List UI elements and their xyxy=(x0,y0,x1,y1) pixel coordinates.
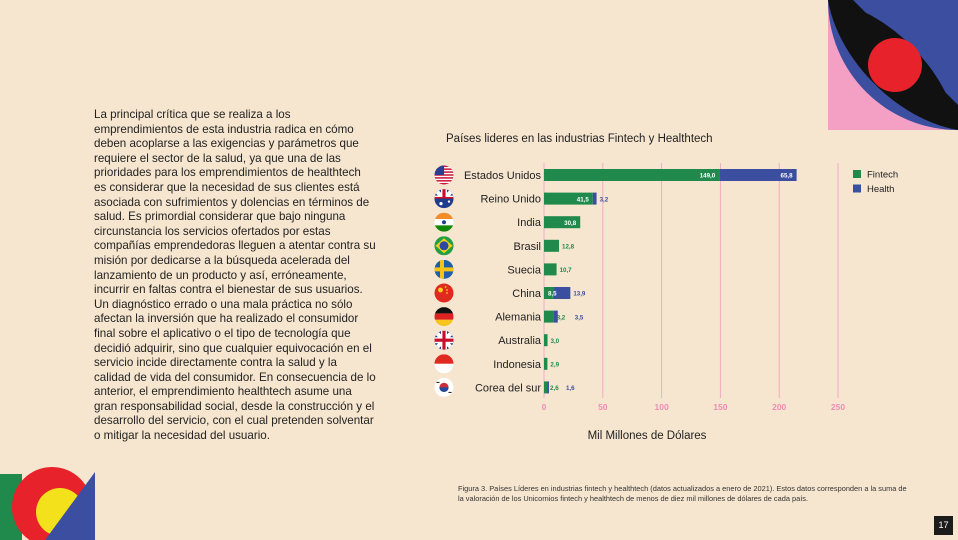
usa-flag-icon xyxy=(434,165,454,185)
figure-caption: Figura 3. Países Líderes en industrias f… xyxy=(458,484,907,503)
chart-title: Países lideres en las industrias Fintech… xyxy=(446,133,713,145)
fintech-data-label: 41,5 xyxy=(577,196,590,203)
fintech-bar xyxy=(544,381,548,394)
category-label: Alemania xyxy=(495,312,542,324)
category-label: Estados Unidos xyxy=(464,170,542,182)
x-tick-label: 100 xyxy=(655,402,669,412)
fintech-data-label: 2,9 xyxy=(550,362,559,369)
uk-flag-icon xyxy=(434,330,454,350)
brazil-flag-icon xyxy=(434,236,454,256)
india-flag-icon xyxy=(434,212,454,232)
category-label: Indonesia xyxy=(493,359,542,371)
x-tick-label: 200 xyxy=(772,402,786,412)
china-flag-icon xyxy=(434,283,454,303)
fintech-data-label: 2,6 xyxy=(550,385,559,392)
health-bar xyxy=(592,192,597,205)
fintech-data-label: 10,7 xyxy=(560,267,573,274)
legend-label: Health xyxy=(867,184,894,195)
category-label: Australia xyxy=(498,335,542,347)
category-label: China xyxy=(512,288,542,300)
category-label: Corea del sur xyxy=(475,382,541,394)
category-label: India xyxy=(517,217,542,229)
fintech-data-label: 149,0 xyxy=(700,173,716,180)
page-number: 17 xyxy=(934,516,953,535)
x-tick-label: 0 xyxy=(542,402,547,412)
fintech-data-label: 8,2 xyxy=(557,314,566,321)
health-data-label: 1,6 xyxy=(566,385,575,392)
x-tick-label: 50 xyxy=(598,402,608,412)
decorative-circles-top-right xyxy=(828,0,958,130)
legend-swatch xyxy=(853,170,861,178)
health-data-label: 65,8 xyxy=(781,173,794,180)
fintech-data-label: 12,8 xyxy=(562,244,575,251)
australia-flag-icon xyxy=(434,189,454,209)
category-label: Brasil xyxy=(513,241,541,253)
sweden-flag-icon xyxy=(434,259,454,279)
germany-flag-icon xyxy=(434,307,454,327)
fintech-bar xyxy=(544,310,554,323)
category-label: Reino Unido xyxy=(480,194,541,206)
health-data-label: 3,2 xyxy=(600,196,609,203)
category-label: Suecia xyxy=(507,264,542,276)
fintech-bar xyxy=(544,334,548,347)
fintech-bar xyxy=(544,287,554,299)
health-bar xyxy=(547,381,549,394)
health-bar xyxy=(553,287,571,299)
health-data-label: 13,9 xyxy=(573,291,586,298)
body-paragraph: La principal crítica que se realiza a lo… xyxy=(94,108,376,443)
fintech-bar xyxy=(544,169,720,181)
fintech-bar xyxy=(544,263,557,276)
indonesia-flag-icon xyxy=(434,354,454,374)
legend-label: Fintech xyxy=(867,170,898,181)
x-tick-label: 150 xyxy=(713,402,727,412)
health-bar xyxy=(719,169,797,181)
decorative-circles-bottom-left xyxy=(0,467,95,540)
south-korea-flag-icon xyxy=(434,377,454,397)
fintech-bar xyxy=(544,216,581,229)
fintech-data-label: 8,5 xyxy=(548,291,557,298)
fintech-bar xyxy=(544,239,560,252)
x-axis-title: Mil Millones de Dólares xyxy=(588,430,707,442)
legend-swatch xyxy=(853,184,861,193)
x-tick-label: 250 xyxy=(831,402,845,412)
fintech-data-label: 30,8 xyxy=(564,220,577,227)
health-bar xyxy=(553,310,558,323)
fintech-bar xyxy=(544,192,593,205)
health-data-label: 3,5 xyxy=(575,314,584,321)
fintech-data-label: 3,0 xyxy=(551,338,560,345)
fintech-bar xyxy=(544,357,548,370)
